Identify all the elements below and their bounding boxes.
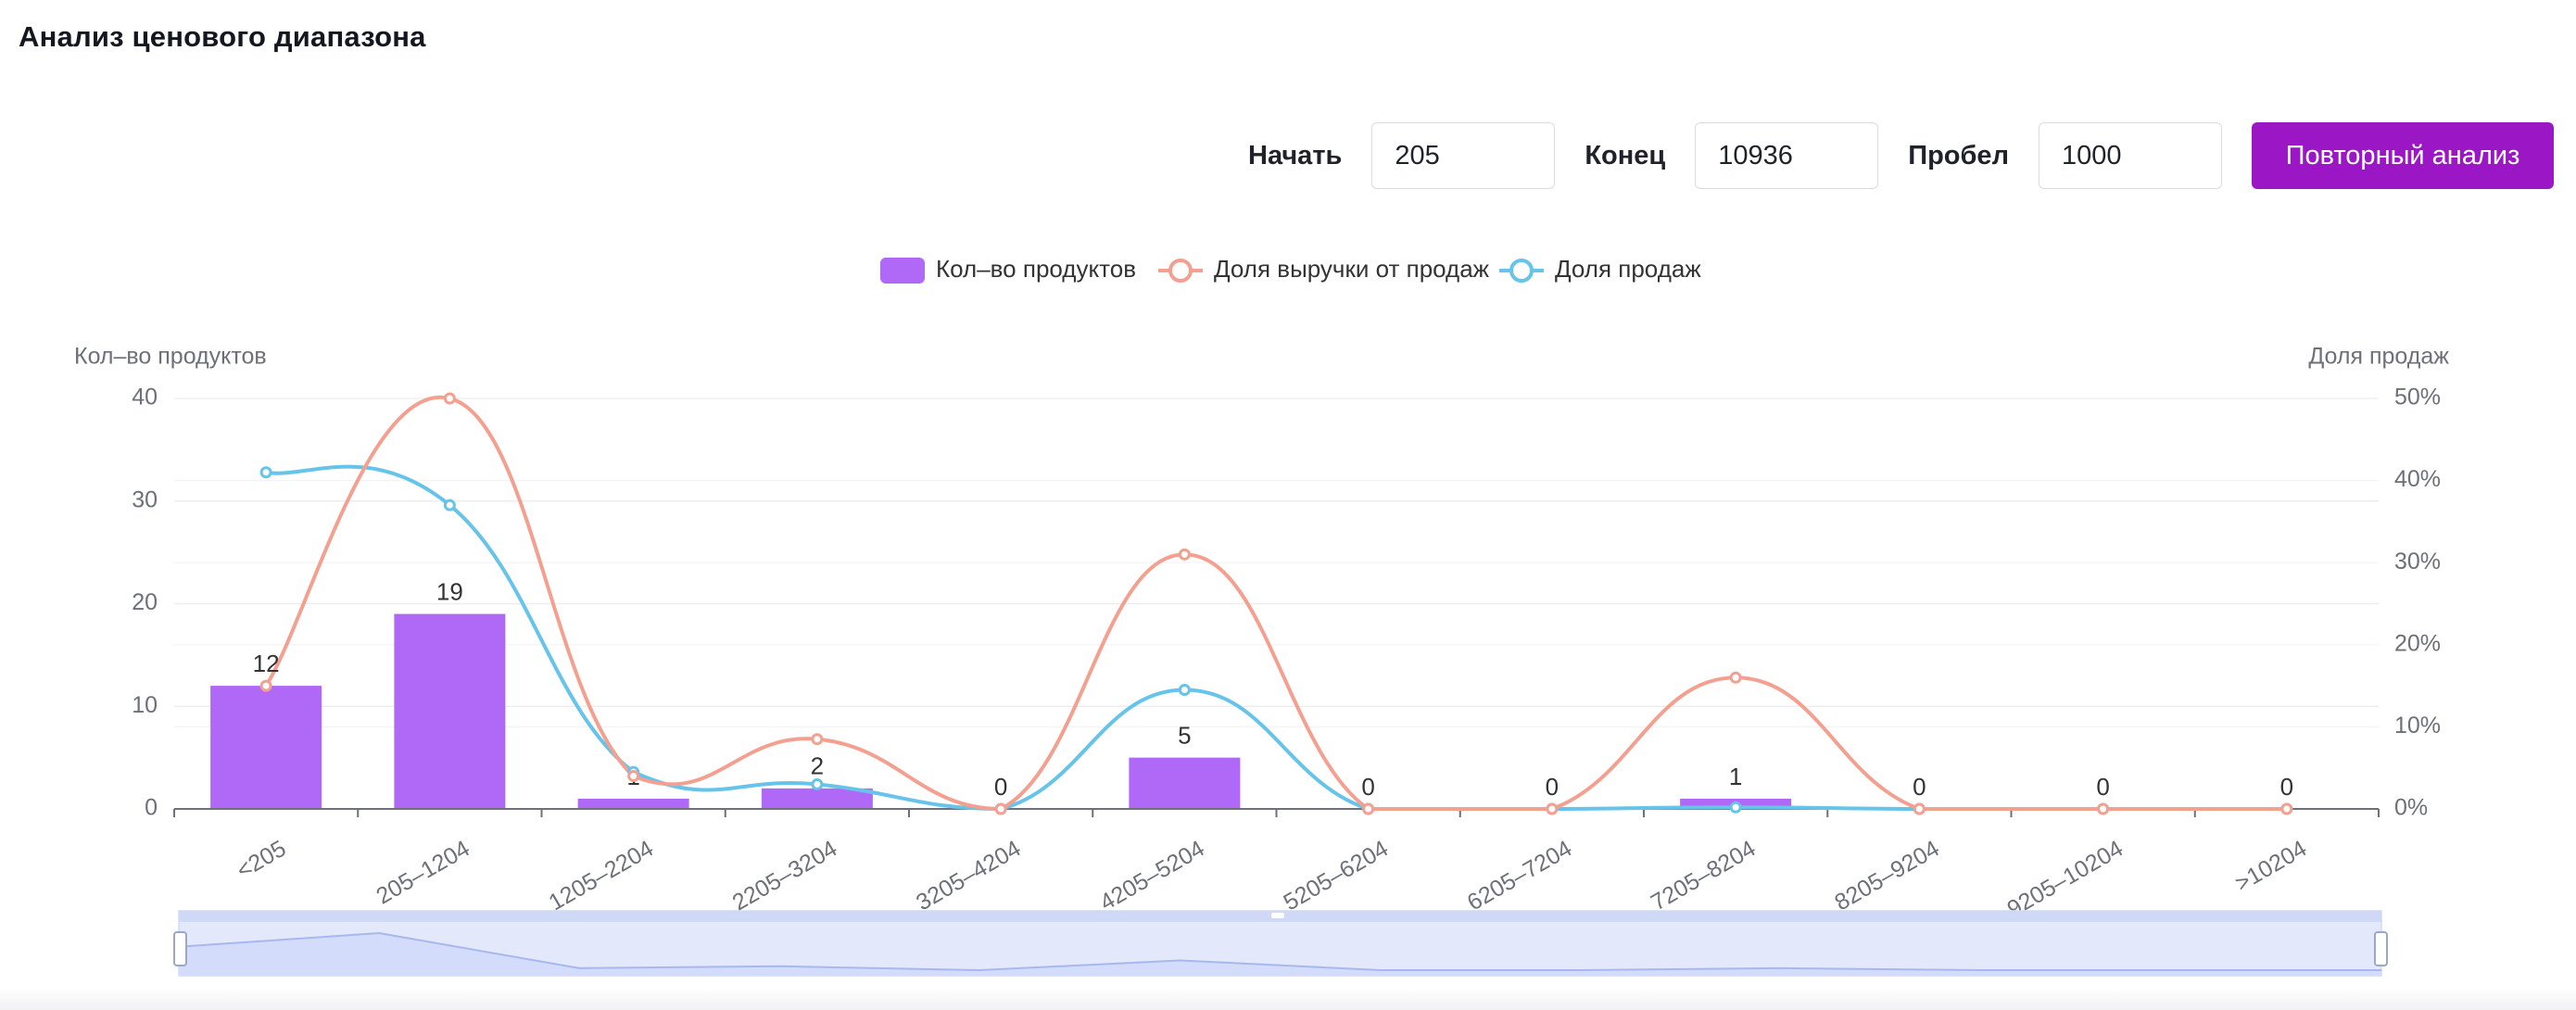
x-tick-label: 6205–7204 (1463, 836, 1576, 916)
revenue-share-line (264, 395, 2287, 812)
data-zoom-handle-left[interactable] (173, 931, 187, 966)
legend-item-revenue-share-label: Доля выручки от продаж (1214, 255, 1490, 283)
sales-share-point[interactable] (259, 466, 272, 479)
bar-0[interactable] (210, 686, 322, 809)
bar-5[interactable] (1129, 757, 1241, 809)
sales-share-point[interactable] (1729, 801, 1742, 814)
bar-2[interactable] (577, 798, 689, 809)
price-range-chart: Кол–во продуктов Доля выручки от продаж До… (74, 255, 2449, 977)
y-tick-right: 30% (2394, 549, 2441, 574)
revenue-share-point[interactable] (2280, 802, 2293, 815)
x-tick-label: 3205–4204 (912, 836, 1025, 916)
bar-value-label: 19 (436, 577, 463, 605)
start-label: Начать (1248, 140, 1343, 170)
sales-share-line (265, 464, 2287, 812)
x-tick-label: 1205–2204 (545, 836, 658, 916)
page-title: Анализ ценового диапазона (19, 20, 426, 53)
sales-share-point[interactable] (443, 499, 456, 511)
bottom-fade (0, 988, 2576, 1010)
sales-share-point[interactable] (1178, 684, 1191, 697)
revenue-share-point[interactable] (627, 770, 640, 783)
revenue-share-point[interactable] (1546, 802, 1559, 815)
y-tick-left: 30 (132, 486, 158, 512)
legend-swatch-marker[interactable] (1168, 259, 1193, 283)
revenue-share-point[interactable] (1729, 671, 1742, 684)
bar-value-label: 1 (1729, 763, 1742, 790)
bar-value-label: 0 (2096, 773, 2109, 801)
y-tick-right: 50% (2394, 385, 2441, 410)
step-label: Пробел (1908, 140, 2009, 170)
y-axis-title-right: Доля продаж (2308, 344, 2449, 370)
start-input[interactable] (1371, 122, 1556, 189)
data-zoom-handle-right[interactable] (2374, 931, 2388, 966)
bar-1[interactable] (394, 613, 506, 809)
data-zoom-mini-line (178, 931, 2381, 972)
legend-swatch-bar[interactable] (880, 258, 925, 284)
revenue-share-point[interactable] (1913, 802, 1926, 815)
revenue-share-point[interactable] (2097, 802, 2110, 815)
x-tick-label: 9205–10204 (2003, 836, 2128, 923)
bar-value-label: 0 (994, 773, 1007, 801)
bar-value-label: 0 (1546, 773, 1559, 801)
bar-value-label: 12 (253, 650, 280, 677)
revenue-share-point[interactable] (994, 802, 1007, 815)
legend-item-sales-share-label: Доля продаж (1555, 255, 1701, 283)
end-label: Конец (1585, 140, 1666, 170)
bar-value-label: 0 (2280, 773, 2293, 801)
data-zoom-grip[interactable] (1271, 913, 1284, 918)
x-tick-label: >10204 (2230, 836, 2311, 897)
y-tick-right: 20% (2394, 630, 2441, 656)
bar-3[interactable] (761, 788, 873, 809)
bar-value-label: 2 (811, 752, 824, 780)
x-tick-label: 7205–8204 (1647, 836, 1760, 916)
x-tick-label: <205 (233, 836, 291, 884)
x-tick-label: 5205–6204 (1280, 836, 1393, 916)
revenue-share-point[interactable] (259, 679, 272, 692)
revenue-share-point[interactable] (1178, 548, 1191, 561)
revenue-share-point[interactable] (811, 733, 824, 746)
step-input[interactable] (2039, 122, 2222, 189)
legend-item-product-count-label: Кол–во продуктов (936, 255, 1136, 283)
legend-swatch-marker[interactable] (1509, 259, 1534, 283)
y-tick-left: 20 (132, 589, 158, 615)
y-axis-title-left: Кол–во продуктов (74, 344, 267, 370)
bar-value-label: 0 (1913, 773, 1926, 801)
x-tick-label: 205–1204 (372, 836, 474, 910)
reanalyze-button[interactable]: Повторный анализ (2252, 122, 2554, 189)
y-tick-left: 0 (145, 795, 158, 821)
y-tick-right: 10% (2394, 713, 2441, 739)
end-input[interactable] (1695, 122, 1879, 189)
bar-value-label: 5 (1178, 722, 1191, 750)
y-tick-right: 0% (2394, 795, 2428, 821)
y-tick-right: 40% (2394, 466, 2441, 492)
sales-share-point[interactable] (811, 777, 824, 790)
x-tick-label: 8205–9204 (1830, 836, 1943, 916)
y-tick-left: 40 (132, 385, 158, 410)
bar-value-label: 0 (1361, 773, 1374, 801)
y-tick-left: 10 (132, 692, 158, 718)
revenue-share-point[interactable] (1362, 802, 1375, 815)
range-controls: Начать Конец Пробел Повторный анализ (1248, 122, 2554, 189)
x-tick-label: 2205–3204 (728, 836, 841, 916)
revenue-share-point[interactable] (443, 392, 456, 405)
x-tick-label: 4205–5204 (1095, 836, 1208, 916)
